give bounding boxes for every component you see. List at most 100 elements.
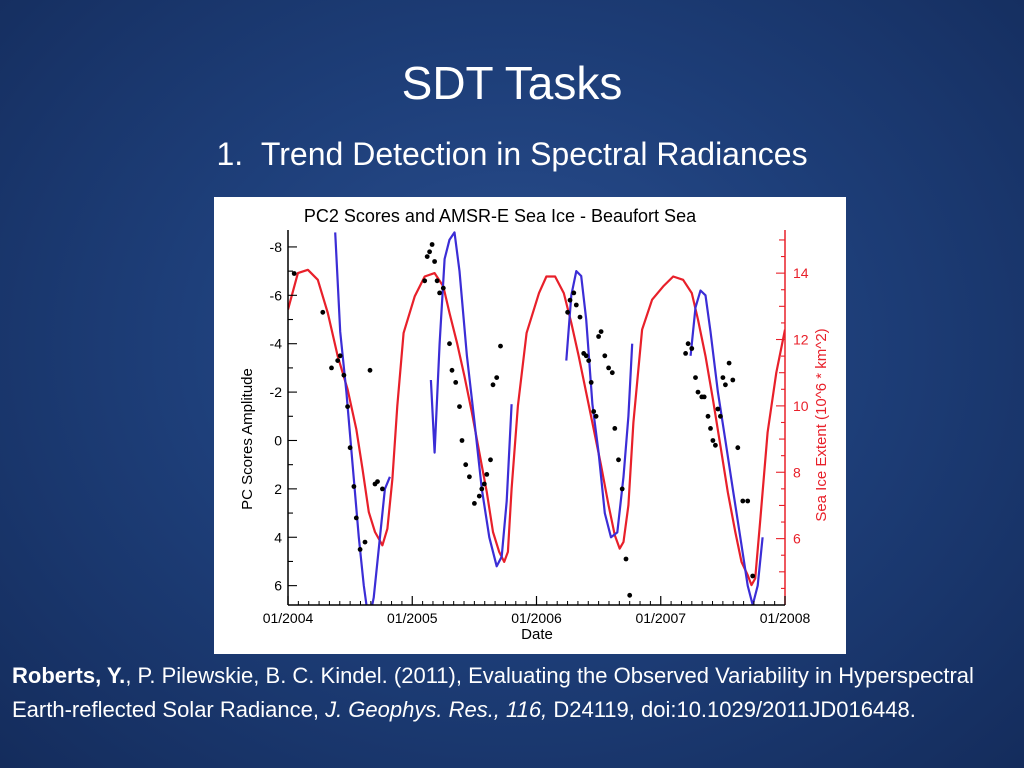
- pc-score-point: [447, 341, 452, 347]
- pc-score-point: [593, 413, 599, 419]
- pc-fit-line-4: [689, 289, 764, 605]
- right-tick-label: 12: [793, 332, 809, 348]
- pc-score-point: [567, 297, 573, 303]
- pc-score-point: [705, 413, 711, 419]
- pc-score-point: [467, 474, 472, 480]
- pc-score-point: [490, 382, 496, 388]
- pc-score-point: [720, 375, 726, 380]
- pc-score-point: [351, 484, 357, 489]
- x-axis-label: Date: [521, 626, 553, 643]
- pc-score-point: [750, 573, 756, 579]
- pc-score-point: [683, 351, 688, 356]
- pc-score-point: [695, 389, 701, 395]
- citation-authors: , P. Pilewskie, B. C. Kindel. (2011), Ev…: [12, 663, 974, 722]
- pc-score-point: [341, 372, 347, 378]
- plot-area: [288, 231, 785, 605]
- pc-fit-line-1: [334, 232, 391, 605]
- pc-score-point: [432, 259, 437, 264]
- pc-score-point: [598, 329, 604, 334]
- y2-axis-label: Sea Ice Extent (10^6 * km^2): [813, 328, 830, 521]
- pc-score-point: [745, 498, 751, 504]
- pc-score-point: [345, 404, 350, 409]
- y-axis-label: PC Scores Amplitude: [239, 368, 256, 510]
- right-tick-label: 8: [793, 464, 801, 480]
- x-tick-label: 01/2008: [760, 610, 811, 626]
- pc-score-point: [488, 457, 493, 463]
- pc-score-point: [329, 365, 334, 371]
- pc-score-point: [565, 309, 570, 315]
- pc-score-point: [713, 442, 718, 448]
- pc-score-point: [715, 406, 721, 412]
- chart-svg: PC2 Scores and AMSR-E Sea Ice - Beaufort…: [239, 206, 830, 643]
- pc-score-point: [591, 409, 597, 414]
- pc-score-point: [353, 515, 359, 521]
- pc-score-point: [429, 242, 435, 247]
- pc-score-point: [710, 438, 716, 443]
- pc-score-point: [573, 302, 579, 308]
- right-tick-label: 14: [793, 265, 809, 281]
- pc-score-point: [623, 556, 629, 562]
- left-tick-label: -6: [270, 287, 283, 303]
- citation-article: D24119, doi:10.1029/2011JD016448.: [547, 697, 916, 722]
- pc-score-point: [701, 394, 707, 400]
- pc-score-point: [440, 285, 446, 291]
- pc-score-point: [335, 358, 341, 363]
- left-tick-label: -4: [270, 336, 283, 352]
- pc-score-point: [424, 254, 430, 259]
- pc-score-point: [708, 426, 713, 431]
- pc-score-point: [357, 547, 363, 552]
- pc-score-point: [602, 353, 608, 359]
- pc-score-point: [484, 472, 490, 477]
- x-axis: 01/2004 01/2005 01/2006 01/2007 01/2008: [263, 596, 811, 626]
- pc-fit-line-2: [429, 231, 513, 568]
- pc-score-point: [730, 377, 736, 383]
- x-tick-label: 01/2005: [387, 610, 438, 626]
- chart-title: PC2 Scores and AMSR-E Sea Ice - Beaufort…: [304, 206, 697, 226]
- pc-score-point: [619, 486, 625, 492]
- pc-score-point: [583, 353, 589, 359]
- pc-score-point: [457, 404, 462, 409]
- pc-score-point: [577, 314, 583, 320]
- pc-score-point: [422, 278, 428, 284]
- pc-score-point: [693, 375, 698, 380]
- pc-score-point: [571, 290, 577, 296]
- pc-score-point: [453, 380, 459, 385]
- left-tick-label: -8: [270, 239, 283, 255]
- pc-score-point: [380, 486, 385, 492]
- pc-score-point: [726, 360, 732, 366]
- right-axis: 6 8 10 12 14: [776, 230, 809, 605]
- pc-score-point: [291, 271, 297, 276]
- x-tick-label: 01/2004: [263, 610, 314, 626]
- pc-score-point: [481, 481, 487, 487]
- pc-score-point: [337, 353, 343, 359]
- pc-score-point: [347, 445, 353, 451]
- pc-score-point: [740, 498, 746, 504]
- left-tick-label: 4: [274, 529, 282, 545]
- pc-score-point: [479, 486, 485, 492]
- citation: Roberts, Y., P. Pilewskie, B. C. Kindel.…: [12, 659, 1012, 727]
- slide-title: SDT Tasks: [401, 57, 623, 109]
- right-tick-label: 6: [793, 531, 801, 547]
- pc-score-point: [427, 249, 432, 255]
- pc-score-point: [627, 592, 633, 598]
- pc-score-point: [463, 462, 469, 468]
- subtitle-text: Trend Detection in Spectral Radiances: [260, 136, 808, 172]
- pc-score-point: [735, 445, 741, 451]
- left-axis: -8 -6 -4 -2 0 2 4 6: [270, 230, 297, 605]
- x-tick-label: 01/2007: [635, 610, 686, 626]
- pc-score-point: [596, 334, 601, 339]
- pc-score-point: [367, 367, 373, 373]
- pc-score-point: [685, 341, 691, 347]
- pc-score-point: [586, 358, 592, 363]
- pc-score-point: [606, 365, 611, 371]
- pc-score-point: [612, 426, 618, 431]
- pc-score-point: [723, 382, 728, 388]
- pc-score-point: [476, 493, 482, 499]
- pc-score-point: [472, 501, 477, 506]
- pc-fit-line-3: [565, 270, 634, 539]
- pc-score-point: [616, 457, 621, 463]
- pc-score-point: [449, 367, 455, 373]
- chart-figure: PC2 Scores and AMSR-E Sea Ice - Beaufort…: [214, 197, 846, 654]
- pc-score-point: [494, 375, 500, 380]
- pc-score-point: [434, 278, 440, 284]
